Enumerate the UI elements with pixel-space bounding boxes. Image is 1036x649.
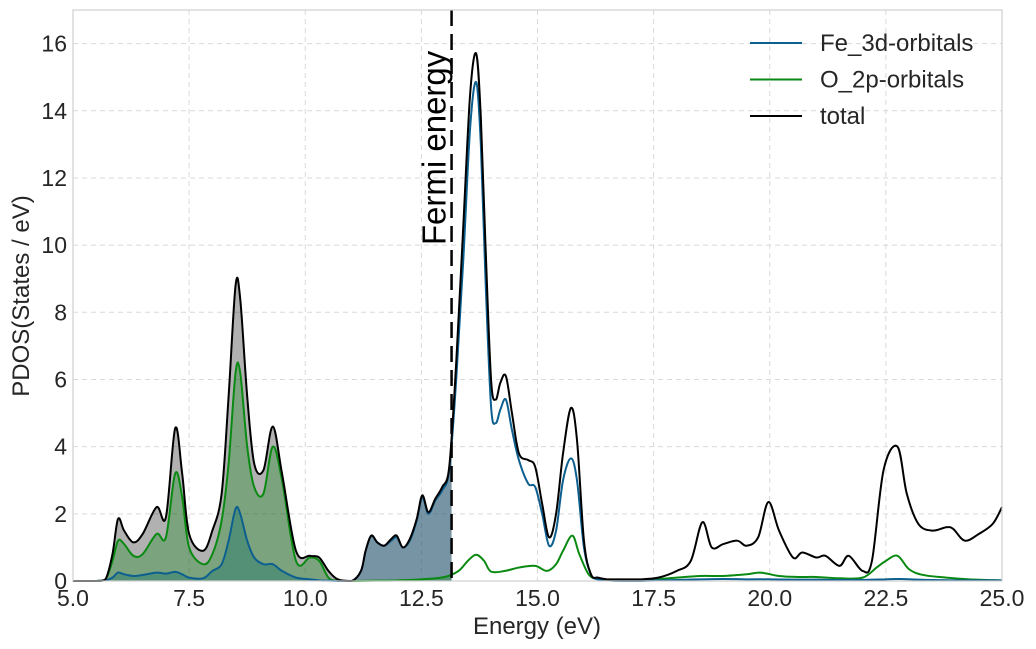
x-tick-label: 5.0 — [57, 585, 89, 611]
fermi-marker: Fermi energy — [416, 10, 453, 581]
x-axis-label: Energy (eV) — [473, 613, 601, 640]
x-tick-label: 7.5 — [173, 585, 205, 611]
plot-frame — [72, 9, 1003, 582]
y-tick-label: 8 — [54, 299, 67, 325]
x-tick-label: 17.5 — [631, 585, 676, 611]
y-tick-label: 10 — [41, 232, 67, 258]
x-tick-labels: 5.0 7.5 10.0 12.5 15.0 17.5 20.0 22.5 25.0 — [57, 585, 1024, 611]
fermi-energy-label: Fermi energy — [416, 50, 453, 245]
legend-entry: total — [820, 103, 865, 130]
x-tick-label: 10.0 — [283, 585, 328, 611]
y-tick-labels: 0 2 4 6 8 10 12 14 16 — [41, 31, 67, 594]
series-line-total — [73, 52, 1003, 582]
y-tick-label: 6 — [54, 366, 67, 392]
fill-o-2p-orbitals — [73, 362, 452, 581]
y-tick-label: 2 — [54, 501, 67, 527]
y-axis-label: PDOS(States / eV) — [8, 195, 35, 396]
gridlines — [73, 10, 1002, 581]
x-tick-label: 15.0 — [515, 585, 560, 611]
series-line-o-2p-orbitals — [73, 361, 1003, 582]
y-tick-label: 0 — [54, 568, 67, 594]
plot-area — [73, 10, 1002, 581]
legend-entry: Fe_3d-orbitals — [820, 30, 973, 57]
fill-fe-3d-orbitals — [73, 439, 452, 581]
x-tick-label: 22.5 — [863, 585, 908, 611]
y-tick-label: 14 — [41, 98, 67, 124]
y-tick-label: 4 — [54, 434, 67, 460]
y-tick-label: 12 — [41, 165, 67, 191]
x-tick-label: 12.5 — [399, 585, 444, 611]
x-tick-label: 25.0 — [980, 585, 1025, 611]
y-tick-label: 16 — [41, 31, 67, 57]
x-tick-label: 20.0 — [747, 585, 792, 611]
legend-entry: O_2p-orbitals — [820, 67, 964, 94]
